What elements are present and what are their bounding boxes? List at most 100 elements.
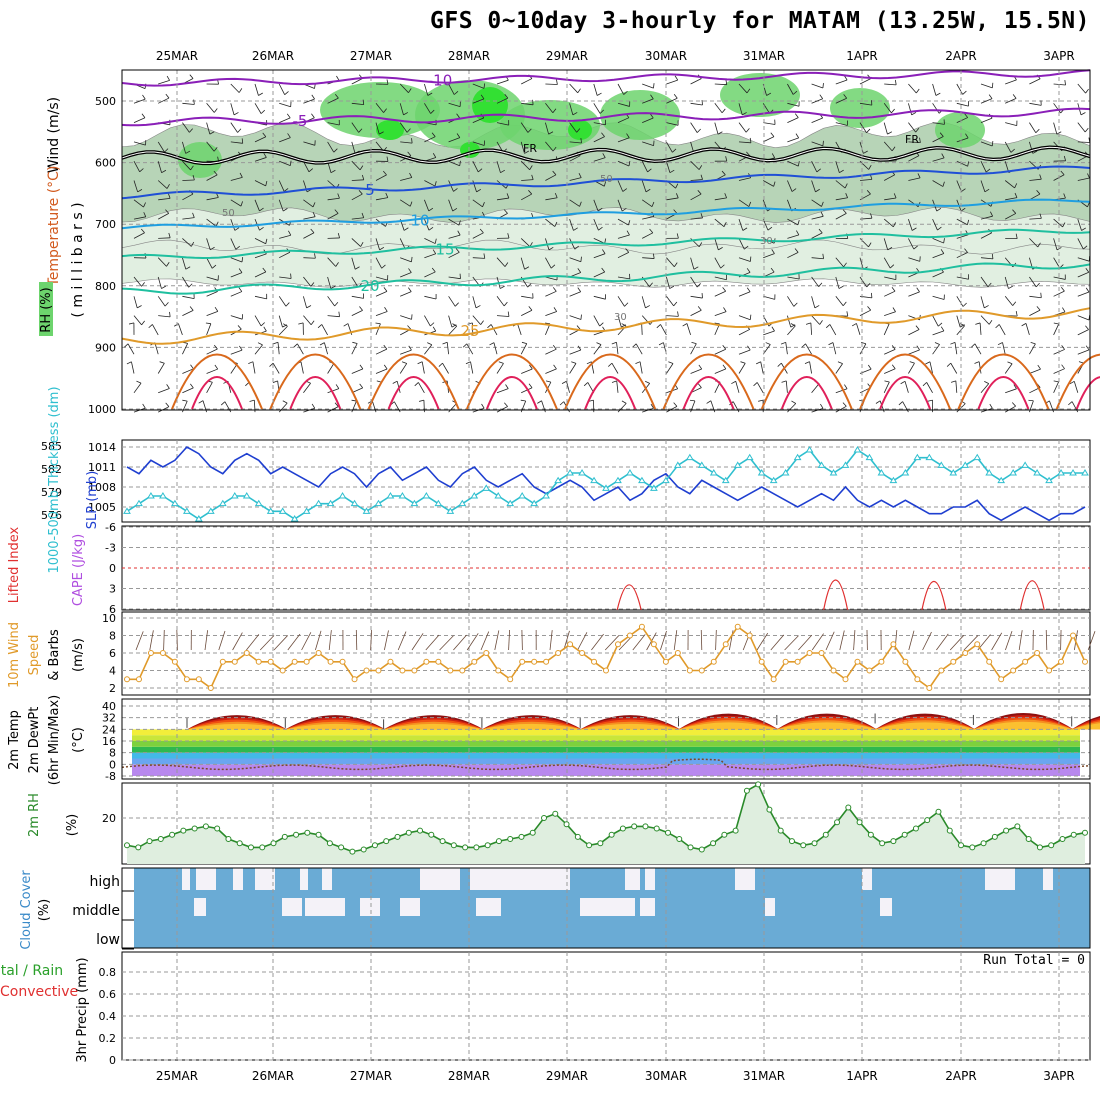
- wind-barb: [424, 253, 436, 259]
- wind-barb: [835, 296, 844, 307]
- wind-barb: [279, 102, 291, 108]
- wind-barb-feather: [335, 262, 339, 267]
- precip-tick-label: 0.4: [99, 1010, 117, 1023]
- wind-barb: [424, 103, 431, 114]
- wind10m-barb: [908, 630, 915, 651]
- wind-barb-feather: [561, 380, 567, 384]
- wind-barb: [714, 311, 727, 316]
- wind-barb: [327, 97, 339, 104]
- wind-barb-feather: [995, 324, 1000, 329]
- date-label-top: 3APR: [1043, 49, 1074, 63]
- wind-barb-feather: [698, 364, 703, 370]
- wind10m-line-point: [890, 641, 897, 648]
- rh2m-line-point: [259, 844, 266, 851]
- wind-barb-feather: [432, 326, 437, 332]
- wind-barb: [521, 295, 534, 299]
- wind-barb-feather: [649, 228, 654, 234]
- wind10m-line-point: [435, 658, 442, 665]
- wind-barb-feather: [141, 282, 145, 287]
- rh2m-line-point: [743, 787, 750, 794]
- wind-barb-feather: [650, 94, 654, 100]
- wind10m-barb: [480, 631, 490, 651]
- wind10m-barb: [521, 629, 523, 651]
- wind-barb: [956, 315, 961, 328]
- wind-barb-feather: [1035, 282, 1040, 288]
- temp-max-hump: [973, 721, 1074, 730]
- wind-barb: [617, 252, 629, 259]
- wind-barb-feather: [359, 306, 363, 311]
- rh2m-line-point: [721, 831, 728, 838]
- wind-barb-feather: [330, 285, 336, 289]
- wind-barb-feather: [676, 233, 679, 239]
- rh2m-line-point: [236, 840, 243, 847]
- wind-barb-feather: [185, 150, 191, 154]
- wind-barb-feather: [164, 148, 169, 153]
- wind-barb-feather: [263, 152, 267, 158]
- wind-barb-feather: [189, 128, 193, 133]
- wind-barb: [1073, 381, 1079, 393]
- rh2m-line-point: [901, 831, 908, 838]
- hot-contour: [191, 376, 243, 410]
- temp-color-band: [132, 741, 1080, 747]
- wind-barb-feather: [866, 128, 871, 133]
- wind-barb-feather: [626, 230, 630, 236]
- wind-barb: [517, 323, 522, 336]
- run-total-label: Run Total = 0: [983, 953, 1085, 968]
- thickness-line-point: [973, 453, 982, 461]
- wind-barb: [351, 122, 359, 133]
- wind-barb-feather: [457, 230, 461, 236]
- wind-barb-feather: [677, 311, 679, 317]
- wind-barb-feather: [696, 128, 701, 133]
- wind-barb-feather: [249, 399, 255, 402]
- wind-barb-feather: [987, 282, 992, 288]
- wind-barb: [641, 322, 643, 335]
- wind-barb-feather: [1062, 222, 1066, 228]
- wind-barb: [182, 122, 190, 133]
- wind-barb: [206, 141, 215, 152]
- rh-bright-blob: [376, 120, 404, 140]
- wind-barb-feather: [989, 403, 993, 409]
- wind-barb: [1025, 323, 1030, 336]
- thickness-line-point: [194, 515, 203, 522]
- wind-barb: [593, 315, 600, 327]
- rh2m-line-point: [653, 825, 660, 832]
- wind-barb: [593, 103, 601, 114]
- wind-barb-feather: [452, 323, 457, 327]
- wind-barb: [1053, 103, 1062, 114]
- wind-barb-feather: [528, 383, 533, 388]
- wind-barb-feather: [577, 345, 582, 351]
- wind-barb: [641, 296, 646, 308]
- wind-barb: [932, 295, 945, 300]
- wind-barb-feather: [696, 283, 701, 288]
- wind-barb-feather: [917, 173, 921, 179]
- wind-barb: [521, 179, 534, 181]
- date-label-bottom: 1APR: [846, 1069, 877, 1083]
- wind-barb: [1077, 329, 1089, 336]
- isotherm-label: 20: [360, 277, 379, 295]
- wind-barb-feather: [894, 79, 897, 85]
- wind10m-line-point: [543, 658, 550, 665]
- wind-barb: [617, 199, 623, 212]
- wind-barb-feather: [765, 342, 771, 345]
- thickness-line-point: [326, 499, 335, 507]
- thickness-line-point: [302, 507, 311, 514]
- wind-barb-feather: [458, 220, 461, 226]
- wind-barb: [230, 141, 243, 144]
- wind-barb: [158, 315, 171, 318]
- temp-axis-label: 2m Temp: [7, 710, 22, 770]
- wind10m-barb: [700, 629, 703, 651]
- wind-barb: [157, 296, 166, 307]
- wind-barb: [1077, 177, 1090, 181]
- thickness-line-point: [1057, 469, 1065, 476]
- wind-barb-feather: [126, 361, 132, 365]
- isotherm-label: 10: [410, 211, 429, 229]
- wind-barb-feather: [482, 202, 485, 207]
- thickness-line-point: [781, 469, 790, 476]
- wind-barb: [980, 296, 985, 308]
- rh2m-line-point: [1048, 842, 1055, 849]
- wind10m-line-point: [124, 676, 130, 683]
- wind-barb: [690, 160, 700, 170]
- wind-barb-feather: [241, 138, 244, 144]
- wind-barb: [158, 237, 171, 239]
- wind-barb: [956, 296, 964, 307]
